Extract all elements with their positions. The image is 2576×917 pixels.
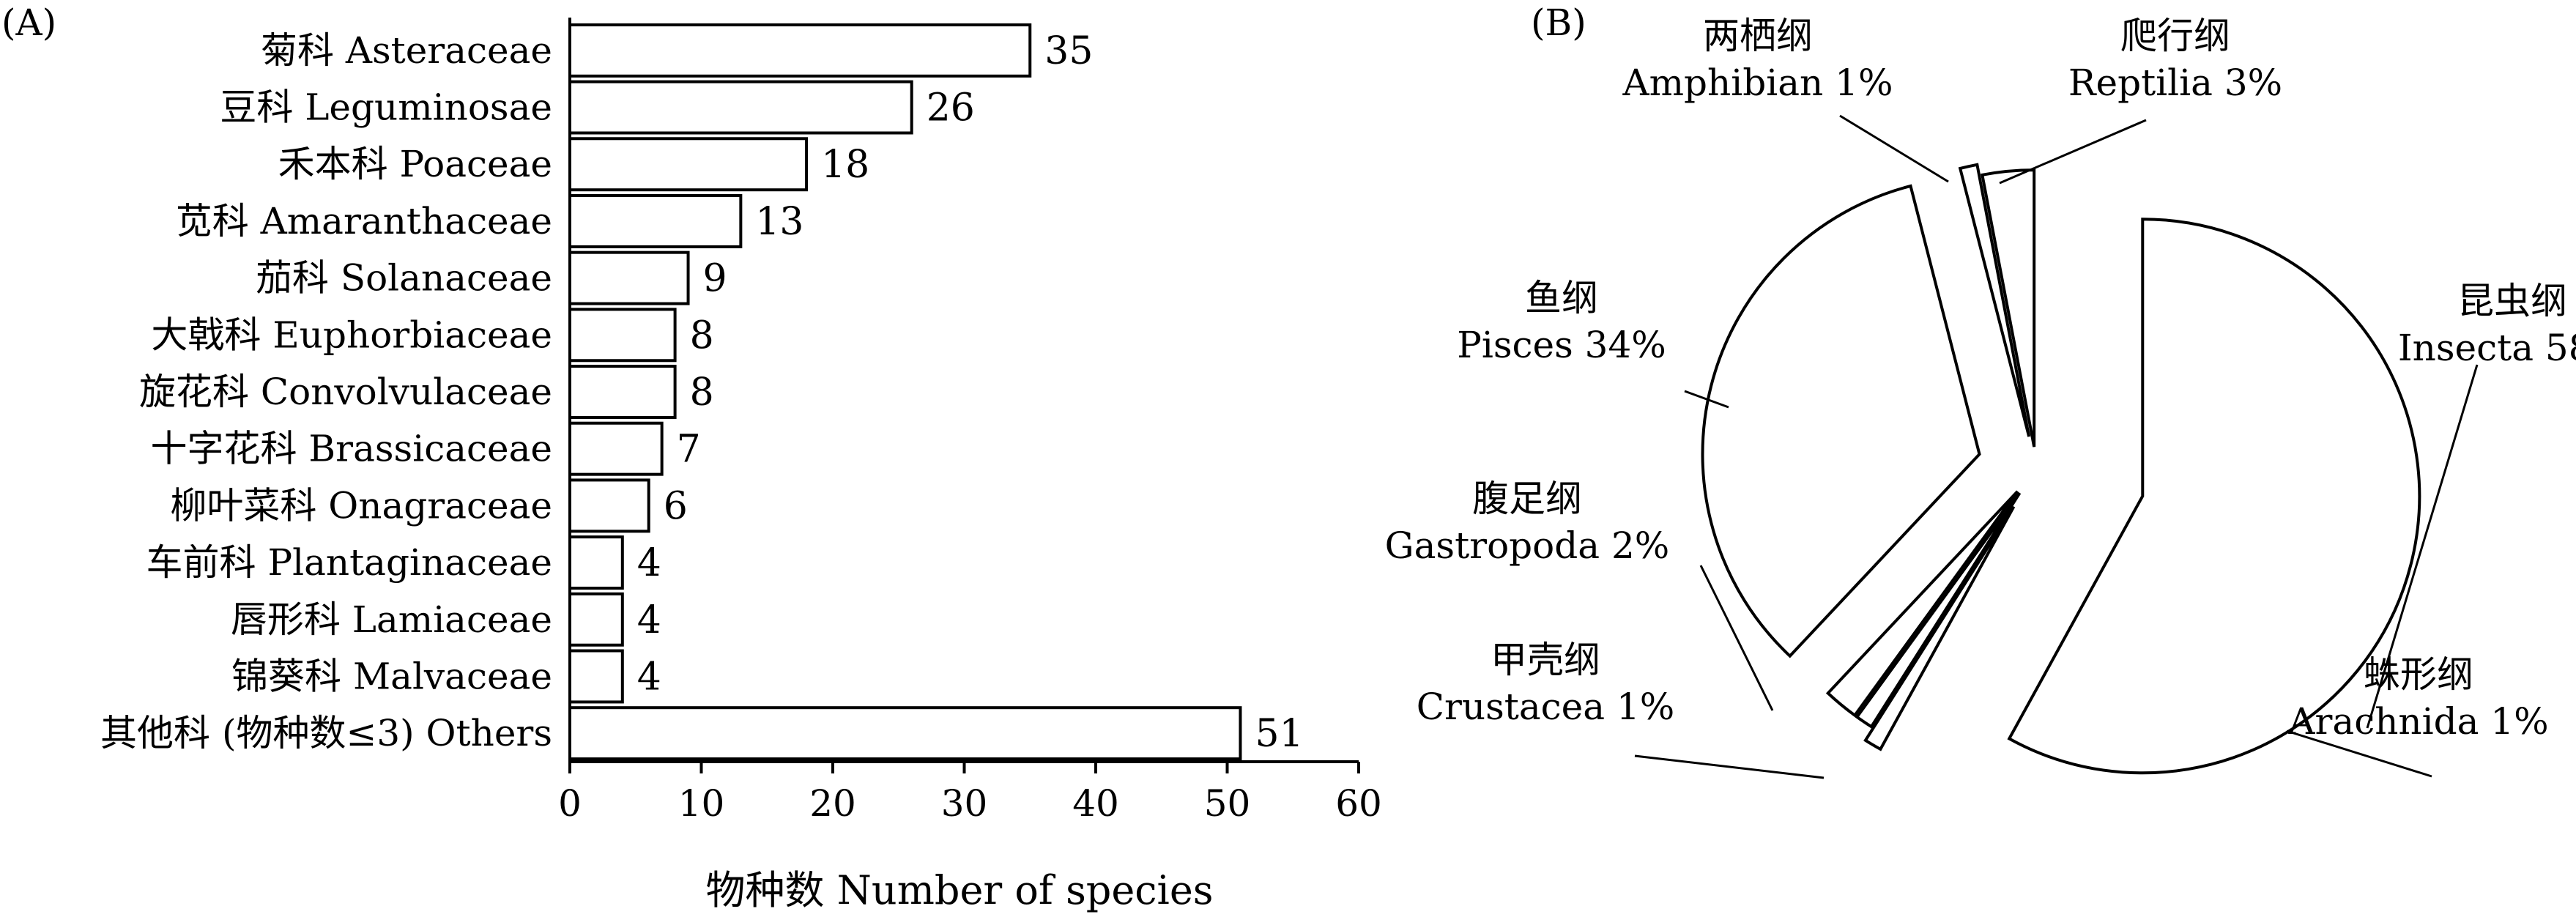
panel-a-label: (A) <box>1 1 56 44</box>
category-label: 车前科 Plantaginaceae <box>146 541 552 584</box>
value-label: 4 <box>637 655 661 699</box>
pie-slice <box>1855 491 2022 729</box>
slice-percent-label: Amphibian 1% <box>1622 62 1893 104</box>
category-label: 其他科 (物种数≤3) Others <box>100 712 552 754</box>
value-label: 26 <box>927 86 975 130</box>
pie-slice <box>1981 168 2036 448</box>
bar <box>568 23 1032 78</box>
slice-name-label: 鱼纲 <box>1525 277 1598 319</box>
bar <box>568 250 690 305</box>
bar <box>568 365 677 419</box>
x-tick-label: 40 <box>1072 782 1119 825</box>
slice-percent-label: Pisces 34% <box>1457 324 1666 366</box>
leader-line <box>1684 390 1729 409</box>
bar <box>568 478 650 533</box>
category-label: 禾本科 Poaceae <box>278 143 552 185</box>
bar <box>568 308 677 363</box>
slice-name-label: 甲壳纲 <box>1491 639 1600 681</box>
slice-name-label: 腹足纲 <box>1472 478 1582 520</box>
x-tick-label: 0 <box>558 782 582 825</box>
category-label: 苋科 Amaranthaceae <box>176 200 552 242</box>
bar-chart: 菊科 Asteraceae 35 豆科 Leguminosae 26 禾本科 Poace… <box>100 18 1382 825</box>
x-tick-label: 30 <box>941 782 988 825</box>
category-label: 豆科 Leguminosae <box>220 86 552 129</box>
slice-percent-label: Crustacea 1% <box>1417 686 1675 728</box>
x-tick-label: 10 <box>678 782 725 825</box>
value-label: 4 <box>637 598 661 642</box>
x-tick-label: 60 <box>1335 782 1382 825</box>
x-axis-title: 物种数 Number of species <box>706 867 1214 913</box>
category-label: 大戟科 Euphorbiaceae <box>151 313 552 356</box>
value-label: 35 <box>1044 29 1093 73</box>
slice-name-label: 蛛形纲 <box>2364 653 2473 696</box>
category-label: 锦葵科 Malvaceae <box>231 655 552 697</box>
category-label: 菊科 Asteraceae <box>261 29 552 72</box>
value-label: 7 <box>677 428 701 472</box>
value-label: 4 <box>637 541 661 585</box>
leader-line <box>1634 754 1825 779</box>
leader-line <box>1699 565 1774 711</box>
category-label: 唇形科 Lamiaceae <box>231 598 552 641</box>
pie-slice <box>2007 218 2421 775</box>
leader-line <box>2286 729 2432 778</box>
pie-slice <box>1701 184 1981 658</box>
category-label: 柳叶菜科 Onagraceae <box>170 484 552 527</box>
pie-slice <box>1958 163 2031 437</box>
value-label: 9 <box>703 257 727 301</box>
bar <box>568 535 624 590</box>
leader-line <box>1839 114 1949 183</box>
slice-name-label: 两栖纲 <box>1703 15 1813 57</box>
category-label: 旋花科 Convolvulaceae <box>139 371 552 413</box>
bar <box>568 80 913 135</box>
value-label: 8 <box>690 371 714 415</box>
x-tick-label: 50 <box>1204 782 1251 825</box>
bar <box>568 592 624 647</box>
category-label: 十字花科 Brassicaceae <box>151 428 552 470</box>
pie-slice <box>1863 505 2016 751</box>
slice-name-label: 爬行纲 <box>2120 15 2230 57</box>
bar <box>568 706 1242 761</box>
leader-line <box>2366 364 2479 729</box>
bar <box>568 649 624 704</box>
bar <box>568 421 664 476</box>
slice-percent-label: Reptilia 3% <box>2068 62 2282 104</box>
slice-percent-label: Arachnida 1% <box>2287 700 2548 743</box>
value-label: 18 <box>821 143 869 187</box>
value-label: 13 <box>755 200 803 244</box>
leader-line <box>1999 119 2147 185</box>
slice-percent-label: Insecta 58% <box>2398 327 2576 369</box>
panel-b-label: (B) <box>1531 1 1586 44</box>
value-label: 6 <box>664 484 688 528</box>
value-label: 8 <box>690 313 714 357</box>
slice-percent-label: Gastropoda 2% <box>1385 524 1670 567</box>
pie-slice <box>1825 490 2019 718</box>
bar <box>568 137 809 192</box>
slice-name-label: 昆虫纲 <box>2457 280 2567 322</box>
x-tick-label: 20 <box>809 782 856 825</box>
bar <box>568 193 743 248</box>
category-label: 茄科 Solanaceae <box>256 257 552 300</box>
value-label: 51 <box>1255 712 1303 756</box>
